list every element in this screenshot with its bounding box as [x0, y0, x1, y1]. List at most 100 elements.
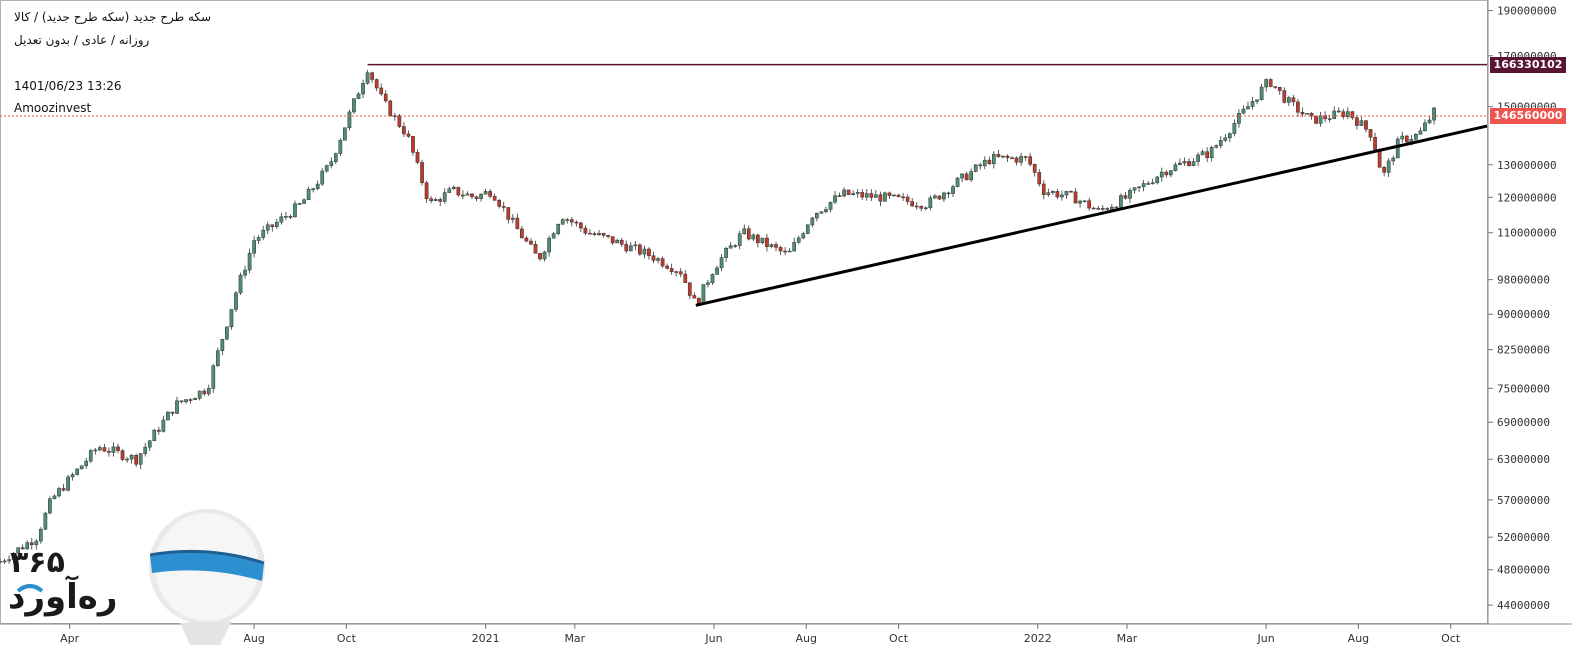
candle [1187, 158, 1191, 167]
candle-body [588, 232, 592, 235]
candle [1150, 178, 1155, 185]
y-tick-label: 44000000 [1497, 599, 1550, 612]
x-tick-label: Aug [243, 632, 264, 645]
candle-body [1300, 111, 1305, 115]
candle [492, 193, 497, 201]
candle-body [11, 552, 16, 560]
candle-body [1264, 79, 1268, 88]
candle-body [819, 211, 824, 214]
candle-body [1268, 79, 1273, 87]
candle [1051, 190, 1055, 195]
candle [202, 388, 207, 396]
candle [819, 211, 824, 214]
candle [933, 194, 937, 200]
candle-body [220, 338, 225, 352]
candle [1355, 114, 1359, 130]
timestamp-label: 1401/06/23 13:26 [14, 79, 122, 93]
candle-body [524, 237, 529, 242]
candle [606, 235, 610, 239]
candle-body [370, 72, 374, 80]
price-axis[interactable]: 44000000 48000000 52000000 57000000 63000000… [1488, 5, 1557, 613]
candle [383, 90, 388, 103]
candle-body [769, 244, 774, 247]
candle-body [1187, 161, 1191, 166]
candle [1214, 144, 1219, 149]
candle [329, 157, 334, 169]
candle-body [801, 233, 806, 239]
y-tick-label: 52000000 [1497, 531, 1550, 544]
candle-body [815, 212, 819, 219]
candle-body [874, 194, 878, 198]
candle [506, 207, 511, 224]
candle [710, 273, 715, 286]
candle [751, 233, 756, 241]
y-tick-label: 120000000 [1497, 191, 1557, 204]
candle-body [234, 292, 238, 310]
candle [833, 191, 837, 205]
logo-number: ۳۶۵ [10, 545, 65, 580]
candle [229, 309, 234, 330]
candle [0, 558, 2, 563]
balloon-logo-icon [16, 509, 265, 645]
candle-body [7, 559, 11, 562]
candle [701, 284, 706, 305]
candle-body [737, 233, 742, 246]
candle-body [992, 153, 996, 164]
candle-body [1318, 115, 1323, 124]
candle [706, 280, 710, 288]
candle [433, 197, 438, 202]
candle-body [1146, 183, 1151, 185]
candle-body [942, 192, 946, 200]
candle-body [315, 183, 320, 189]
candle [942, 191, 946, 202]
candle [379, 83, 384, 96]
candle [1282, 87, 1287, 104]
candle-body [910, 201, 915, 207]
candle [234, 291, 238, 313]
candle-body [1060, 194, 1064, 198]
time-axis[interactable]: Apr Aug Oct 2021 Mar Jun Aug Oct 2022 Mar Jun Aug Oc… [60, 624, 1461, 645]
candle-body [324, 165, 329, 172]
candle [1373, 132, 1377, 151]
candle [960, 173, 964, 183]
candle-body [1028, 156, 1033, 165]
x-tick-label: Mar [1117, 632, 1138, 645]
candle-body [1296, 101, 1300, 113]
candle [914, 202, 919, 210]
candle [901, 192, 905, 201]
candle [1277, 86, 1282, 95]
candle-body [1010, 157, 1014, 160]
candle [293, 200, 297, 218]
candle-body [1023, 156, 1028, 158]
candle-body [973, 164, 978, 172]
candle [579, 221, 583, 232]
candle [1060, 190, 1064, 201]
candle-body [497, 200, 502, 207]
candle [1246, 101, 1250, 110]
candle-body [424, 182, 429, 199]
candle-body [805, 224, 810, 234]
candle-body [919, 206, 924, 209]
candle-body [860, 192, 865, 198]
candle-body [252, 240, 256, 254]
candle-body [1001, 155, 1005, 158]
candle-body [1132, 187, 1137, 191]
candle [102, 443, 107, 452]
candle-body [692, 295, 697, 299]
candle [892, 194, 896, 197]
source-label: Amoozinvest [14, 101, 92, 115]
candle-body [1232, 123, 1237, 134]
candle [928, 195, 933, 211]
x-tick-label: Jun [1257, 632, 1275, 645]
candle [1141, 179, 1146, 192]
candle [1350, 111, 1355, 120]
candle [687, 282, 692, 300]
candle-body [538, 253, 542, 260]
candle [987, 156, 992, 166]
candle [783, 247, 787, 256]
candle [11, 551, 16, 564]
candle [973, 164, 978, 173]
candle [1019, 152, 1023, 166]
candle [1264, 78, 1268, 92]
